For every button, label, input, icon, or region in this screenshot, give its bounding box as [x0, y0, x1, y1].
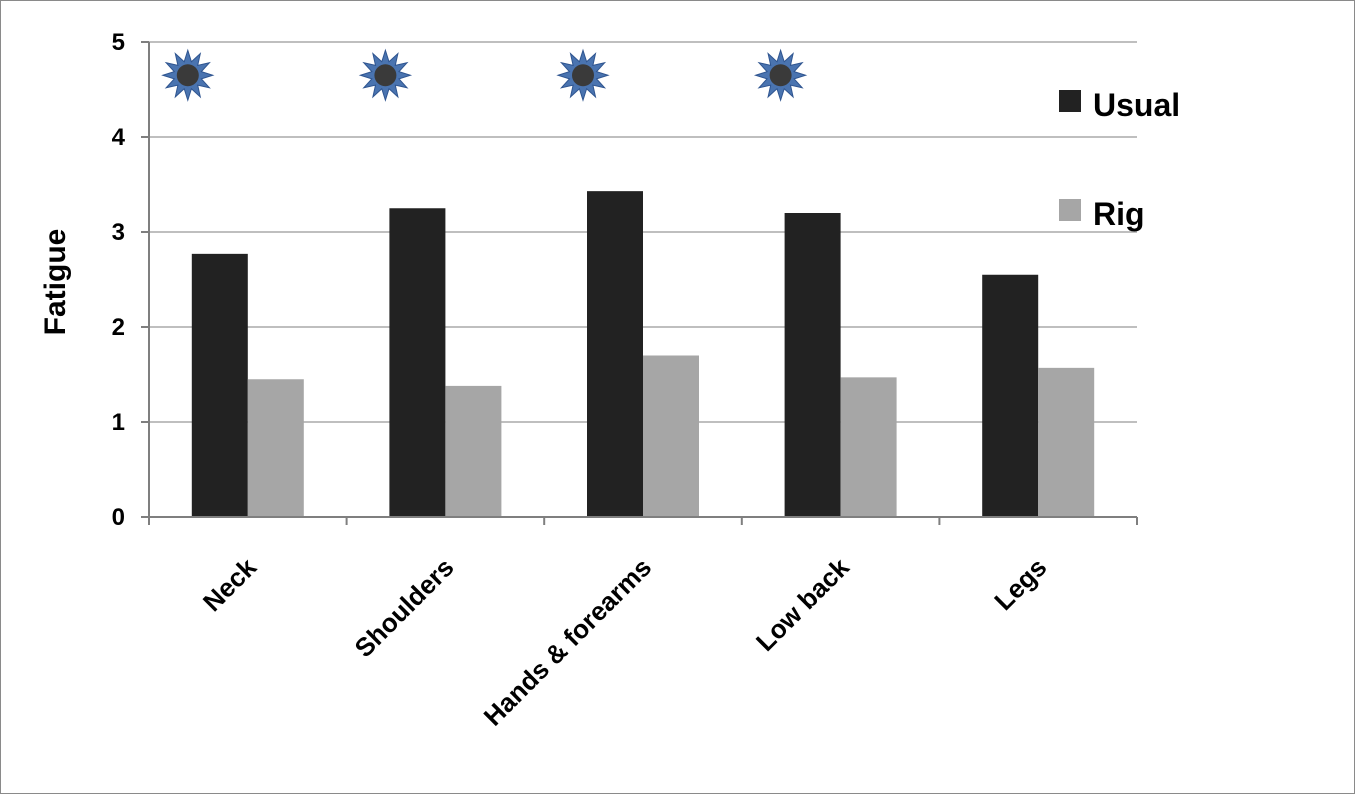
star-burst-center — [572, 64, 594, 87]
x-category-label: Legs — [988, 552, 1052, 616]
x-category-label: Hands & forearms — [478, 552, 658, 732]
bar-rig-5 — [1038, 367, 1095, 517]
bar-usual-2 — [389, 208, 446, 517]
axes — [141, 41, 1138, 525]
x-category-label: Low back — [750, 552, 855, 657]
bar-rig-4 — [840, 377, 897, 517]
y-tick-label: 3 — [112, 219, 125, 246]
x-category-labels: Neck Shoulders Hands & forearms Low back Leg… — [197, 552, 1053, 732]
y-tick-label: 2 — [112, 314, 125, 341]
bar-usual-5 — [982, 274, 1039, 517]
bar-rig-1 — [247, 379, 304, 517]
star-burst-icon — [161, 48, 215, 102]
legend-label-usual: Usual — [1093, 87, 1180, 123]
legend: Usual Rig — [1059, 87, 1180, 232]
y-tick-labels: 0 1 2 3 4 5 — [112, 29, 126, 531]
legend-swatch-usual — [1059, 90, 1081, 112]
y-axis-title: Fatigue — [39, 229, 72, 336]
star-burst-center — [374, 64, 397, 87]
y-tick-label: 1 — [112, 409, 125, 436]
star-burst-center — [176, 64, 199, 87]
bar-rig-3 — [643, 355, 699, 517]
star-burst-icon — [358, 48, 413, 102]
bar-usual-3 — [587, 191, 643, 517]
star-burst-icon — [753, 48, 808, 102]
bar-rig-2 — [445, 385, 502, 517]
bar-usual-1 — [191, 253, 248, 517]
y-tick-label: 5 — [112, 29, 125, 56]
bars — [191, 191, 1095, 517]
bar-usual-4 — [784, 213, 841, 517]
y-tick-label: 0 — [112, 504, 125, 531]
x-category-label: Shoulders — [349, 552, 460, 663]
star-burst-icon — [556, 48, 610, 102]
y-tick-label: 4 — [112, 124, 126, 151]
legend-label-rig: Rig — [1093, 196, 1145, 232]
x-category-label: Neck — [197, 552, 263, 618]
star-burst-center — [769, 64, 792, 87]
significance-markers — [161, 48, 808, 102]
legend-swatch-rig — [1059, 199, 1081, 221]
